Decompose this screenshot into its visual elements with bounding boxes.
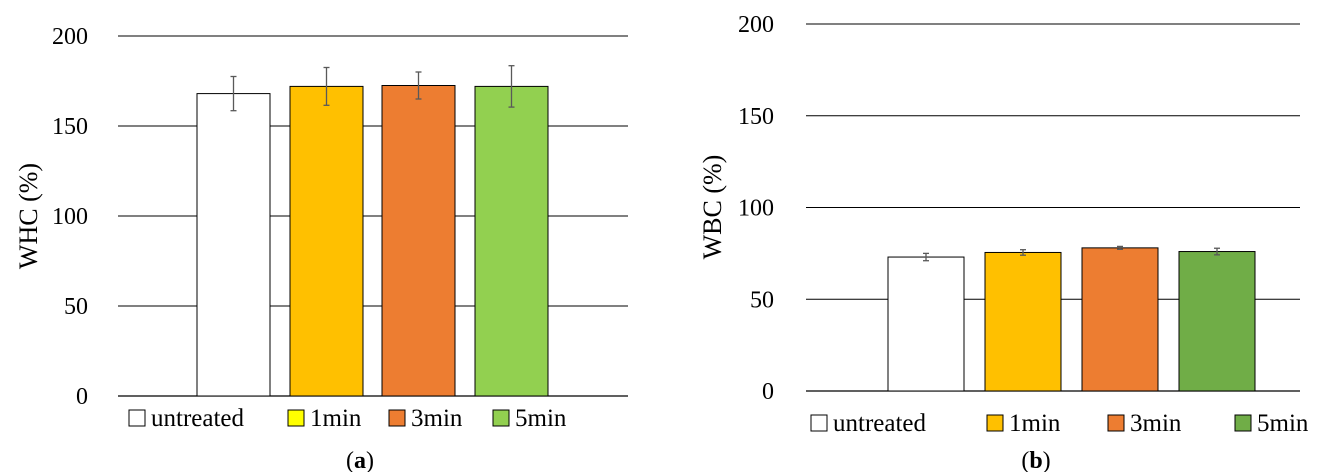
legend-swatch-b-untreated (810, 414, 828, 432)
caption-b: (b) (1021, 448, 1050, 472)
legend-swatch-b-3min (1107, 414, 1125, 432)
y-tick-label-b-200: 200 (738, 12, 774, 38)
legend-label-a-5min: 5min (515, 405, 567, 432)
legend-label-a-3min: 3min (411, 405, 463, 432)
bar-a-5min (474, 85, 549, 397)
caption-a: (a) (346, 448, 374, 472)
y-tick-label-a-0: 0 (76, 384, 88, 410)
legend-label-b-5min: 5min (1257, 410, 1309, 437)
bar-a-untreated (196, 93, 271, 397)
chart-panel-b: 0 50 100 150 200 WBC (%) untreated 1min 3min 5min (698, 12, 1309, 437)
legend-label-b-untreated: untreated (833, 410, 927, 437)
legend-swatch-b-1min (986, 414, 1004, 432)
y-tick-label-a-200: 200 (52, 24, 88, 50)
legend-label-b-3min: 3min (1130, 410, 1182, 437)
y-tick-label-b-100: 100 (738, 196, 774, 222)
y-axis-label-a: WHC (%) (14, 163, 43, 269)
legend-label-a-untreated: untreated (151, 405, 245, 432)
caption-b-letter: b (1029, 448, 1042, 472)
bar-a-1min (289, 85, 364, 397)
legend-swatch-a-3min (388, 409, 406, 427)
chart-panel-a: 0 50 100 150 200 WHC (%) untreated 1min 3min 5min (14, 24, 628, 432)
y-axis-label-b: WBC (%) (698, 155, 727, 260)
y-tick-label-a-100: 100 (52, 204, 88, 230)
caption-a-letter: a (354, 448, 366, 472)
legend-swatch-b-5min (1234, 414, 1252, 432)
bar-a-3min (381, 85, 456, 397)
legend-swatch-a-untreated (128, 409, 146, 427)
y-tick-label-a-50: 50 (64, 294, 88, 320)
bar-b-untreated (887, 256, 965, 392)
legend-label-a-1min: 1min (310, 405, 362, 432)
bar-b-1min (984, 251, 1062, 392)
bar-b-5min (1178, 251, 1256, 392)
y-tick-label-b-150: 150 (738, 104, 774, 130)
y-tick-label-b-50: 50 (750, 287, 774, 313)
legend-swatch-a-1min (287, 409, 305, 427)
legend-swatch-a-5min (492, 409, 510, 427)
y-tick-label-b-0: 0 (762, 379, 774, 405)
bar-b-3min (1081, 247, 1159, 392)
y-tick-label-a-150: 150 (52, 114, 88, 140)
legend-label-b-1min: 1min (1009, 410, 1061, 437)
